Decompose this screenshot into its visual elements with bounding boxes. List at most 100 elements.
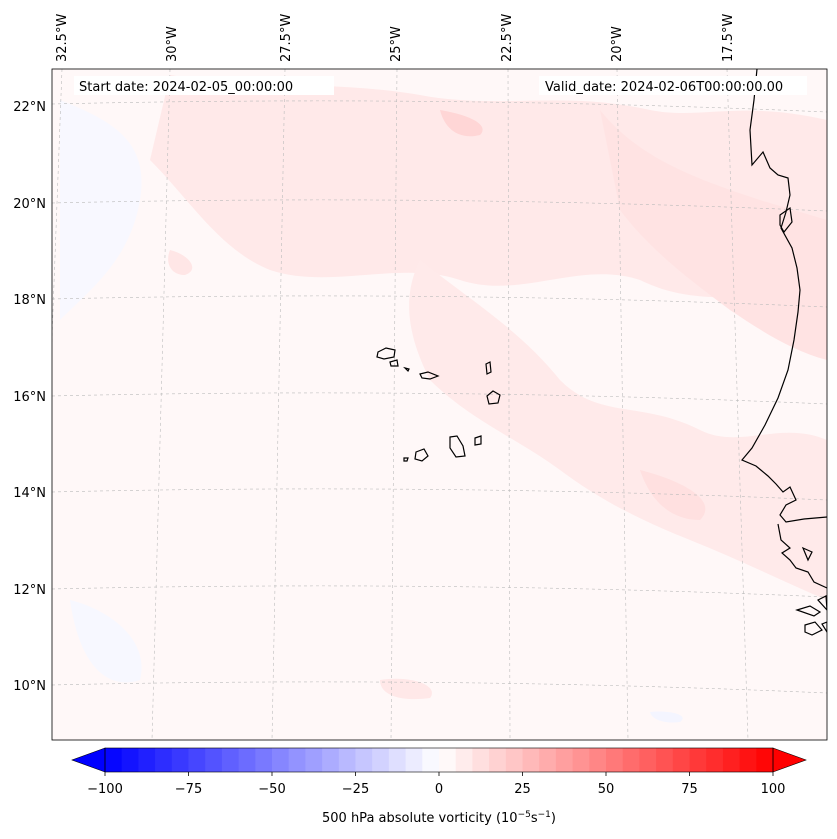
colorbar-segment [756,748,774,772]
colorbar-segment [355,748,373,772]
colorbar-label-exp1: −5 [518,810,531,820]
colorbar-segment [422,748,440,772]
map-frame [51,68,828,741]
colorbar-segment [288,748,306,772]
colorbar-segment [372,748,390,772]
colorbar-tick-label: −25 [342,782,369,797]
lat-label: 18°N [13,293,46,308]
colorbar-segment [689,748,707,772]
colorbar-segment [439,748,457,772]
colorbar-segment [121,748,139,772]
lon-label: 25°W [389,26,404,62]
vorticity-patch [640,470,706,520]
colorbar-segment [672,748,690,772]
island-sao-vicente [389,359,399,367]
island-fogo [414,448,429,462]
island-sao-nicolau [419,371,440,380]
colorbar-tick-label: −50 [258,782,285,797]
parallel-line [52,488,827,501]
colorbar-label-prefix: 500 hPa absolute vorticity (10 [322,811,518,826]
colorbar-label: 500 hPa absolute vorticity (10−5s−1) [322,810,556,826]
colorbar-segment [622,748,640,772]
colorbar-segment [255,748,273,772]
map-panel: Start date: 2024-02-05_00:00:00 Valid_da… [51,68,828,741]
latitude-labels: 22°N 20°N 18°N 16°N 14°N 12°N 10°N [13,100,46,694]
colorbar-tick-label: 0 [435,782,443,797]
colorbar-segment [305,748,323,772]
colorbar-tick-labels: −100 −75 −50 −25 0 25 50 75 100 [87,782,785,797]
colorbar-segments [105,748,774,772]
coast-detail [779,206,793,234]
vorticity-patch [409,260,827,600]
parallel-line [52,199,827,212]
parallel-line [52,295,827,308]
island-sal [485,361,492,375]
colorbar-segment [572,748,590,772]
island-santiago [449,435,466,458]
coast-detail [795,605,822,617]
colorbar-segment [706,748,724,772]
colorbar-segment [656,748,674,772]
colorbar-segment [188,748,206,772]
lat-label: 20°N [13,197,46,212]
colorbar-label-exp2: −1 [538,810,551,820]
colorbar-extend-max [772,747,807,773]
colorbar: −100 −75 −50 −25 0 25 50 75 100 500 hPa … [71,747,807,826]
meridian-line [507,69,511,740]
colorbar-label-mid: s [531,811,538,826]
island-santo-antao [376,347,396,360]
parallel-line [52,100,827,113]
colorbar-segment [505,748,523,772]
colorbar-tick-label: 25 [514,782,531,797]
lon-label: 17.5°W [721,14,736,62]
africa-coastline [741,69,827,523]
parallel-line [52,681,827,694]
coast-detail [821,621,827,634]
colorbar-segment [171,748,189,772]
lon-label: 32.5°W [55,14,70,62]
vorticity-patch [168,250,193,275]
lat-label: 16°N [13,390,46,405]
vorticity-patch [600,110,827,360]
colorbar-segment [221,748,240,772]
lat-label: 10°N [13,679,46,694]
parallel-line [52,392,827,405]
colorbar-segment [589,748,607,772]
lon-label: 27.5°W [279,14,294,62]
colorbar-segment [155,748,173,772]
colorbar-segment [105,748,123,772]
gridlines [52,69,827,740]
lat-label: 12°N [13,583,46,598]
colorbar-segment [455,748,473,772]
colorbar-segment [539,748,557,772]
colorbar-tick-label: 100 [761,782,786,797]
vorticity-patch [650,711,683,723]
colorbar-segment [238,748,256,772]
colorbar-segment [338,748,356,772]
colorbar-segment [522,748,540,772]
meridian-line [390,69,398,740]
vorticity-patch [70,600,142,683]
colorbar-segment [272,748,290,772]
colorbar-segment [489,748,507,772]
lon-label: 22.5°W [500,14,515,62]
colorbar-segment [405,748,423,772]
island-boa-vista [486,390,501,405]
colorbar-segment [472,748,490,772]
parallel-line [52,585,827,598]
meridian-line [151,69,171,740]
colorbar-segment [205,748,223,772]
lon-label: 30°W [165,26,180,62]
start-date-box [74,76,334,95]
colorbar-segment [388,748,407,772]
colorbar-label-suffix: ) [551,811,556,826]
colorbar-tick-label: 50 [598,782,615,797]
island-maio [474,435,482,446]
africa-coastline [777,523,827,589]
island-santa-luzia [403,366,410,373]
lon-label: 20°W [610,26,625,62]
coastlines [376,69,827,636]
colorbar-segment [322,748,340,772]
colorbar-ticks [104,772,774,776]
